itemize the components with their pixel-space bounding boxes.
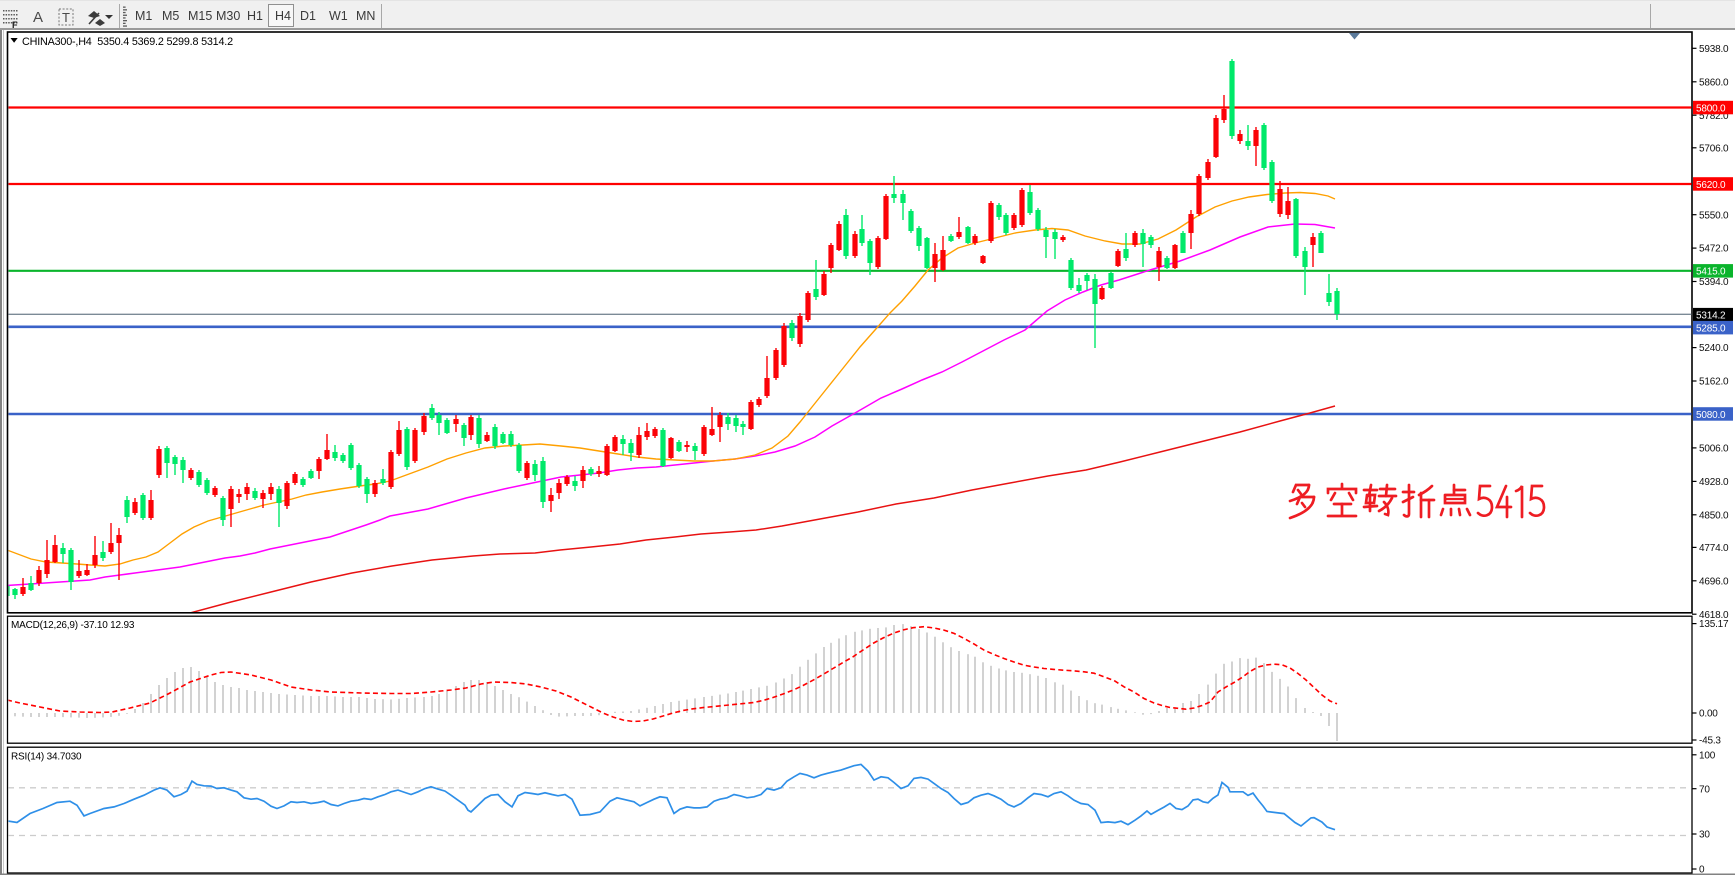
svg-text:F: F <box>12 20 18 30</box>
svg-text:T: T <box>62 10 70 25</box>
svg-text:30: 30 <box>1699 830 1710 841</box>
svg-text:RSI(14) 34.7030: RSI(14) 34.7030 <box>11 752 82 763</box>
svg-text:5860.0: 5860.0 <box>1699 77 1729 88</box>
svg-text:70: 70 <box>1699 784 1710 795</box>
svg-text:MACD(12,26,9) -37.10 12.93: MACD(12,26,9) -37.10 12.93 <box>11 620 135 631</box>
svg-text:5285.0: 5285.0 <box>1696 323 1726 334</box>
svg-text:CHINA300-,H4 5350.4 5369.2 52: CHINA300-,H4 5350.4 5369.2 5299.8 5314.2 <box>22 36 233 48</box>
svg-text:0.00: 0.00 <box>1699 709 1718 720</box>
svg-text:5006.0: 5006.0 <box>1699 444 1729 455</box>
svg-text:5706.0: 5706.0 <box>1699 143 1729 154</box>
svg-text:5550.0: 5550.0 <box>1699 210 1729 221</box>
svg-text:5938.0: 5938.0 <box>1699 44 1729 55</box>
svg-text:5472.0: 5472.0 <box>1699 244 1729 255</box>
svg-text:4774.0: 4774.0 <box>1699 543 1729 554</box>
svg-text:5620.0: 5620.0 <box>1696 180 1726 191</box>
svg-text:4850.0: 4850.0 <box>1699 510 1729 521</box>
svg-text:5415.0: 5415.0 <box>1696 267 1726 278</box>
svg-text:5394.0: 5394.0 <box>1699 277 1729 288</box>
svg-text:-45.3: -45.3 <box>1699 736 1721 747</box>
svg-text:5800.0: 5800.0 <box>1696 103 1726 114</box>
svg-text:5080.0: 5080.0 <box>1696 410 1726 421</box>
svg-text:4928.0: 4928.0 <box>1699 477 1729 488</box>
svg-text:4696.0: 4696.0 <box>1699 576 1729 587</box>
svg-text:4618.0: 4618.0 <box>1699 610 1729 621</box>
svg-text:5162.0: 5162.0 <box>1699 377 1729 388</box>
svg-text:5314.2: 5314.2 <box>1696 310 1726 321</box>
svg-text:A: A <box>33 9 43 26</box>
svg-text:100: 100 <box>1699 750 1716 761</box>
svg-text:0: 0 <box>1699 865 1705 875</box>
svg-text:5782.0: 5782.0 <box>1699 111 1729 122</box>
svg-text:135.17: 135.17 <box>1699 619 1729 630</box>
svg-text:5240.0: 5240.0 <box>1699 343 1729 354</box>
